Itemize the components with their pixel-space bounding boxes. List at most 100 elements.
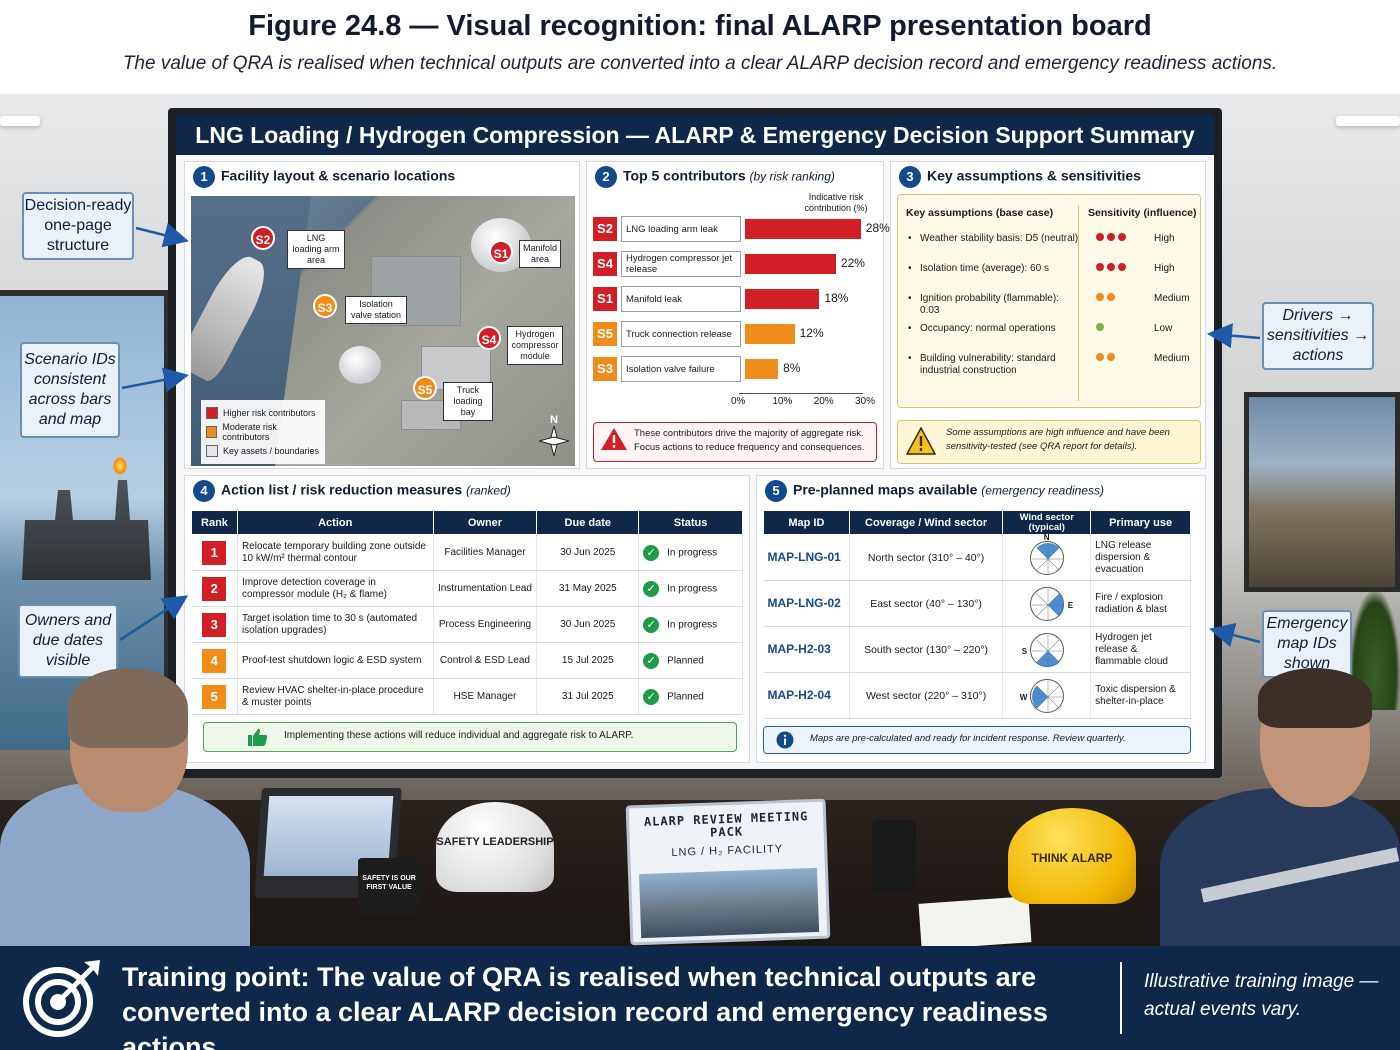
rank-badge: 3 — [202, 612, 227, 637]
status-text: In progress — [667, 619, 718, 631]
sensitivity-dots — [1096, 233, 1129, 245]
contributor-row: S1 Manifold leak 18% — [593, 286, 883, 312]
bar-value-label: 12% — [799, 326, 824, 340]
owner-cell: Process Engineering — [433, 606, 538, 643]
check-icon: ✓ — [643, 580, 660, 597]
training-point: Training point: The value of QRA is real… — [122, 962, 1048, 1050]
safety-mug: SAFETY IS OUR FIRST VALUE — [358, 858, 420, 914]
scenario-tag: S4 — [593, 252, 617, 276]
status-text: In progress — [667, 583, 718, 595]
x-tick-label: 30% — [855, 396, 876, 407]
panel-heading: 1 Facility layout & scenario locations — [193, 166, 455, 188]
binder-subtitle: LNG / H₂ FACILITY — [671, 843, 784, 859]
contributor-row: S3 Isolation valve failure 8% — [593, 356, 883, 382]
col-primary-use: Primary use — [1090, 510, 1191, 535]
axis-title: Indicative risk contribution (%) — [804, 192, 868, 213]
rank-badge: 5 — [202, 684, 227, 709]
coverage-cell: West sector (220° – 310°) — [849, 672, 1004, 719]
attendee-right — [1160, 668, 1400, 946]
bar-value-label: 8% — [783, 361, 801, 375]
sensitivity-dots — [1096, 293, 1118, 305]
x-tick-label: 10% — [772, 396, 793, 407]
status-cell: ✓ In progress — [638, 570, 743, 607]
binder-plant-photo — [639, 867, 820, 939]
arrow — [135, 223, 189, 248]
wind-direction-label: E — [1067, 600, 1074, 610]
sensitivity-dot — [1096, 353, 1104, 361]
check-icon: ✓ — [643, 652, 660, 669]
scenario-tag: S2 — [593, 217, 617, 241]
arrow — [1209, 622, 1261, 648]
refinery-wall-photo — [1244, 392, 1400, 592]
legend-item: Moderate risk contributors — [206, 422, 320, 442]
contributor-label: Isolation valve failure — [621, 356, 741, 382]
map-id-link[interactable]: MAP-LNG-02 — [767, 595, 841, 610]
wind-sector-cell: E — [1002, 580, 1092, 627]
table-row: 2 Improve detection coverage in compresso… — [191, 570, 743, 607]
status-text: Planned — [667, 655, 704, 667]
bar — [745, 324, 795, 344]
col-rank: Rank — [191, 510, 238, 535]
wind-rose-icon: N — [1029, 533, 1064, 575]
white-hard-hat: SAFETY LEADERSHIP — [436, 802, 554, 892]
label-drivers: Drivers → sensitivities → actions — [1262, 302, 1374, 370]
wind-rose-icon: S — [1022, 632, 1064, 667]
wind-direction-label: N — [1043, 532, 1050, 542]
contributor-row: S4 Hydrogen compressor jet release 22% — [593, 251, 883, 277]
col-map-id: Map ID — [763, 510, 850, 535]
wind-sector-graphic — [1031, 588, 1064, 621]
primary-use-cell: Hydrogen jet release & flammable cloud — [1090, 626, 1191, 673]
map-id-link[interactable]: MAP-H2-04 — [767, 687, 831, 702]
panel-action-list: 4 Action list / risk reduction measures (… — [184, 475, 750, 763]
legend-swatch — [206, 426, 218, 438]
status-text: In progress — [667, 547, 718, 559]
coverage-cell: South sector (130° – 220°) — [849, 626, 1004, 673]
bar — [745, 219, 861, 239]
wind-direction-label: S — [1021, 646, 1028, 656]
action-cell: Improve detection coverage in compressor… — [237, 570, 434, 607]
ceiling-light — [1336, 116, 1400, 126]
callout-s4: Hydrogen compressor module — [507, 326, 563, 365]
wind-sector-cell: N — [1002, 533, 1092, 581]
action-table: Rank Action Owner Due date Status 1 Reloc… — [191, 510, 743, 715]
owner-cell: HSE Manager — [433, 678, 538, 715]
wind-sector-cell: S — [1002, 626, 1092, 673]
contributors-note: These contributors drive the majority of… — [593, 422, 877, 462]
map-id-link[interactable]: MAP-H2-03 — [767, 641, 831, 656]
panel-number: 2 — [595, 166, 617, 188]
col-owner: Owner — [432, 510, 538, 535]
contributor-label: Manifold leak — [621, 286, 741, 312]
sensitivity-level: Medium — [1154, 293, 1190, 304]
marker-s4: S4 — [477, 326, 501, 350]
col-due-date: Due date — [536, 510, 640, 535]
wind-sector-wedge — [1036, 542, 1060, 559]
info-icon — [776, 731, 794, 749]
action-cell: Relocate temporary building zone outside… — [237, 534, 434, 571]
warning-icon — [601, 428, 627, 450]
sensitivity-dot — [1118, 263, 1126, 271]
warning-icon — [906, 427, 936, 455]
col-wind-sector: Wind sector (typical) — [1002, 510, 1092, 535]
map-id-link[interactable]: MAP-LNG-01 — [767, 549, 841, 564]
bar — [745, 289, 820, 309]
panel-heading: 5 Pre-planned maps available (emergency r… — [765, 480, 1104, 502]
contributor-label: LNG loading arm leak — [621, 216, 741, 242]
board-title: LNG Loading / Hydrogen Compression — ALA… — [176, 115, 1214, 155]
callout-s5: Truck loading bay — [443, 382, 493, 421]
sensitivity-dot — [1107, 233, 1115, 241]
sensitivity-dot — [1096, 263, 1104, 271]
wind-sector-graphic — [1031, 680, 1064, 713]
sensitivity-dot — [1107, 293, 1115, 301]
table-row: 4 Proof-test shutdown logic & ESD system C… — [191, 642, 743, 679]
bar-value-label: 18% — [824, 291, 849, 305]
north-arrow-icon: N — [537, 414, 571, 458]
map-legend: Higher risk contributors Moderate risk c… — [201, 400, 325, 464]
assumption-text: Ignition probability (flammable): 0.03 — [920, 293, 1059, 316]
contributor-label: Hydrogen compressor jet release — [621, 251, 741, 277]
table-row: 3 Target isolation time to 30 s (automate… — [191, 606, 743, 643]
callout-s1: Manifold area — [519, 240, 561, 268]
wind-sector-graphic — [1031, 634, 1064, 667]
bar-value-label: 28% — [865, 221, 890, 235]
sensitivity-dot — [1096, 233, 1104, 241]
